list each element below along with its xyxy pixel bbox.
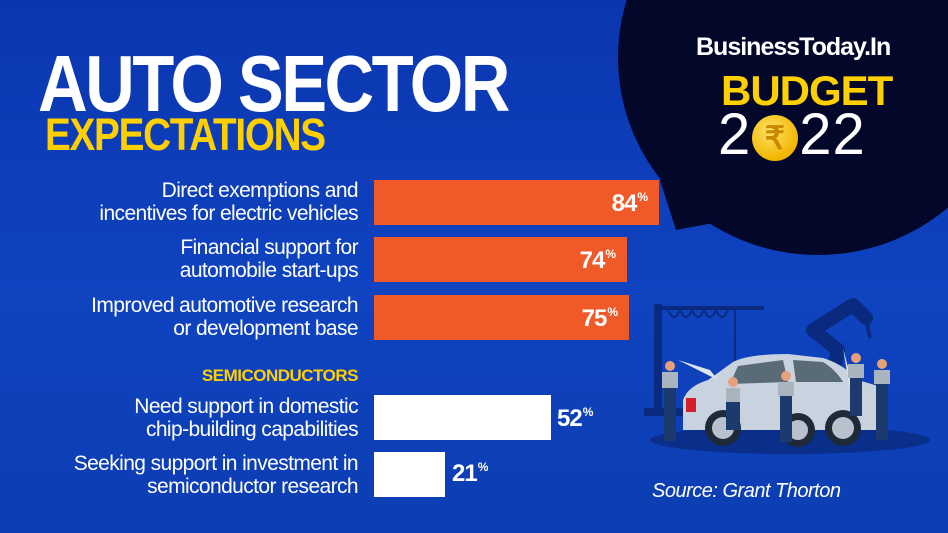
bar-startup-support: 74% xyxy=(374,237,627,282)
bar-value: 75% xyxy=(581,305,618,332)
bar-value: 21% xyxy=(452,460,488,487)
bar-label-line: incentives for electric vehicles xyxy=(99,202,358,225)
bar-label: Improved automotive research or developm… xyxy=(91,294,358,340)
bar-value: 84% xyxy=(611,190,648,217)
section-heading-semiconductors: SEMICONDUCTORS xyxy=(201,366,359,385)
bar-ev-incentives: 84% xyxy=(374,180,659,225)
year-prefix: 2 xyxy=(718,102,752,167)
bar-chip-building xyxy=(374,395,551,440)
bar-label: Need support in domestic chip-building c… xyxy=(134,395,358,441)
bar-label-line: Seeking support in investment in xyxy=(73,452,359,475)
budget-label: BUDGET xyxy=(721,67,893,114)
bar-label-line: semiconductor research xyxy=(147,475,359,498)
bar-label-line: Financial support for xyxy=(180,236,358,259)
page-title: AUTO SECTOR xyxy=(38,39,510,128)
bar-research-base: 75% xyxy=(374,295,629,340)
bar-label-line: Need support in domestic xyxy=(134,395,358,418)
bar-label-line: or development base xyxy=(173,317,358,340)
bar-value: 74% xyxy=(579,247,616,274)
source-citation: Source: Grant Thorton xyxy=(652,480,841,502)
bar-label-line: Improved automotive research xyxy=(91,294,358,317)
bar-label-line: Direct exemptions and xyxy=(161,179,359,202)
rupee-coin-icon: ₹ xyxy=(752,115,799,161)
bar-label-line: automobile start-ups xyxy=(179,259,359,282)
page-subtitle: EXPECTATIONS xyxy=(45,109,326,160)
bar-label: Direct exemptions and incentives for ele… xyxy=(99,179,358,225)
bar-label-line: chip-building capabilities xyxy=(145,418,359,441)
bar-label: Seeking support in investment in semicon… xyxy=(73,452,359,498)
bar-label: Financial support for automobile start-u… xyxy=(179,236,359,282)
year-suffix: 22 xyxy=(799,102,866,167)
bar-semiconductor-research xyxy=(374,452,445,497)
bar-value: 52% xyxy=(557,405,593,432)
budget-year: 2 ₹22 xyxy=(718,106,866,164)
mechanics-repairing-car-illustration xyxy=(644,298,930,454)
publisher-logo: BusinessToday.In xyxy=(696,33,891,61)
